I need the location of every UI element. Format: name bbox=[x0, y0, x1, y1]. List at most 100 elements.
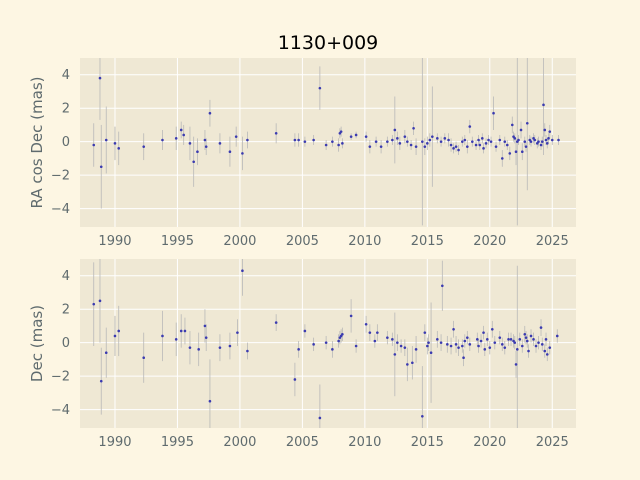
dec-y-tick-label: −2 bbox=[51, 370, 70, 385]
data-point bbox=[540, 343, 544, 346]
data-point bbox=[142, 356, 146, 360]
ra-points bbox=[92, 76, 560, 169]
data-point bbox=[500, 343, 504, 346]
data-point bbox=[529, 334, 533, 338]
data-point bbox=[339, 130, 343, 133]
data-point bbox=[161, 334, 164, 338]
dec-y-tick-label: 0 bbox=[62, 336, 70, 351]
data-point bbox=[454, 343, 458, 346]
dec-points bbox=[92, 269, 559, 420]
data-point bbox=[312, 343, 315, 346]
data-point bbox=[449, 143, 453, 147]
data-point bbox=[489, 140, 493, 143]
data-point bbox=[297, 348, 300, 351]
data-point bbox=[457, 346, 460, 349]
ra-y-axis-label: RA cos Dec (mas) bbox=[28, 77, 46, 209]
data-point bbox=[503, 346, 507, 349]
dec-x-tick-label: 2000 bbox=[223, 435, 256, 450]
ra-x-tick-label: 2005 bbox=[286, 234, 319, 249]
data-point bbox=[466, 145, 469, 148]
data-point bbox=[113, 142, 117, 145]
data-point bbox=[547, 137, 550, 140]
data-point bbox=[544, 338, 548, 341]
data-point bbox=[393, 353, 397, 356]
data-point bbox=[519, 128, 523, 132]
dec-x-tick-label: 2010 bbox=[348, 435, 381, 450]
data-point bbox=[337, 339, 340, 343]
data-point bbox=[474, 143, 478, 147]
ra-y-ticks: −4 −2 0 2 4 bbox=[51, 68, 70, 217]
data-point bbox=[337, 143, 340, 147]
data-point bbox=[426, 142, 429, 145]
data-point bbox=[373, 339, 377, 343]
data-point bbox=[117, 147, 121, 150]
data-point bbox=[523, 140, 527, 143]
dec-x-tick-label: 2020 bbox=[473, 435, 506, 450]
data-point bbox=[391, 338, 394, 341]
data-point bbox=[406, 363, 409, 366]
data-point bbox=[246, 349, 249, 353]
data-point bbox=[543, 349, 547, 353]
data-point bbox=[517, 138, 520, 142]
data-point bbox=[532, 338, 535, 341]
data-point bbox=[98, 76, 102, 80]
ra-x-tick-label: 2020 bbox=[473, 234, 506, 249]
data-point bbox=[376, 331, 379, 334]
data-point bbox=[539, 143, 543, 147]
data-point bbox=[293, 138, 297, 142]
data-point bbox=[99, 165, 103, 169]
data-point bbox=[246, 138, 249, 142]
data-point bbox=[447, 138, 450, 142]
data-point bbox=[498, 336, 502, 339]
ra-x-tick-label: 1995 bbox=[161, 234, 194, 249]
data-point bbox=[494, 145, 498, 148]
data-point bbox=[324, 341, 328, 344]
data-point bbox=[113, 334, 117, 338]
data-point bbox=[500, 157, 504, 160]
ra-plot-area bbox=[80, 58, 576, 227]
data-point bbox=[513, 341, 517, 344]
data-point bbox=[477, 344, 480, 348]
dec-y-ticks: −4 −2 0 2 4 bbox=[51, 269, 70, 418]
data-point bbox=[411, 361, 414, 365]
data-point bbox=[241, 269, 244, 273]
chart-title: 1130+009 bbox=[278, 32, 379, 54]
data-point bbox=[452, 327, 455, 331]
data-point bbox=[318, 86, 322, 90]
data-point bbox=[523, 332, 527, 336]
data-point bbox=[454, 145, 458, 148]
data-point bbox=[428, 138, 432, 142]
data-point bbox=[443, 137, 447, 140]
data-point bbox=[537, 341, 540, 344]
data-point bbox=[483, 348, 487, 351]
data-point bbox=[341, 142, 344, 145]
dec-x-tick-label: 1995 bbox=[161, 435, 194, 450]
data-point bbox=[449, 344, 453, 348]
dec-y-tick-label: 2 bbox=[62, 303, 70, 318]
data-point bbox=[349, 314, 353, 318]
data-point bbox=[406, 140, 409, 143]
data-point bbox=[468, 125, 472, 128]
ra-x-tick-label: 1990 bbox=[98, 234, 131, 249]
data-point bbox=[488, 346, 492, 349]
ra-panel: −4 −2 0 2 4 1990 1995 2000 2005 2010 2015 2020 2025… bbox=[28, 58, 576, 249]
dec-y-tick-label: 4 bbox=[62, 269, 70, 284]
data-point bbox=[393, 128, 397, 132]
data-point bbox=[179, 128, 183, 132]
data-point bbox=[514, 150, 518, 154]
data-point bbox=[431, 135, 434, 138]
data-point bbox=[374, 140, 378, 143]
data-point bbox=[492, 111, 495, 115]
data-point bbox=[391, 138, 394, 142]
data-point bbox=[354, 344, 358, 348]
data-point bbox=[364, 322, 368, 326]
data-point bbox=[525, 121, 529, 125]
ra-x-tick-label: 2015 bbox=[411, 234, 444, 249]
data-point bbox=[479, 339, 483, 343]
data-point bbox=[461, 344, 464, 348]
data-point bbox=[364, 135, 368, 138]
ra-x-tick-label: 2000 bbox=[223, 234, 256, 249]
data-point bbox=[548, 346, 552, 349]
data-point bbox=[527, 349, 530, 353]
data-point bbox=[463, 339, 467, 343]
